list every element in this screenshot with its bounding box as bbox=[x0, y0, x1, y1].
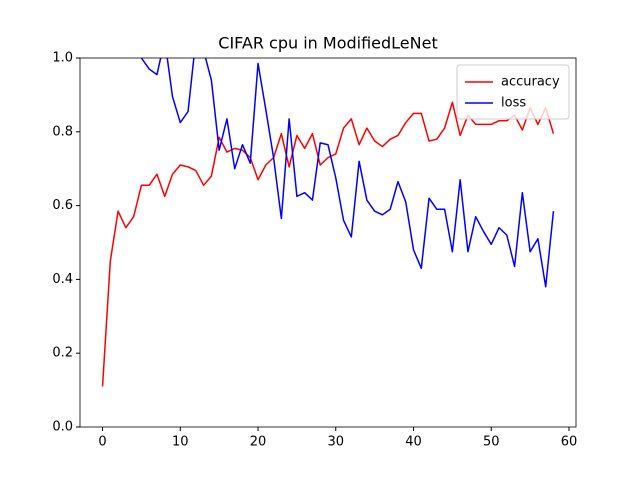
y-tick-label: 0.0 bbox=[52, 420, 73, 435]
x-tick-label: 50 bbox=[483, 435, 500, 450]
axes-frame bbox=[79, 57, 577, 428]
x-tick-label: 0 bbox=[98, 435, 106, 450]
legend-label: loss bbox=[501, 96, 526, 111]
y-tick-label: 0.4 bbox=[52, 272, 73, 287]
legend-box bbox=[456, 64, 570, 120]
legend-label: accuracy bbox=[501, 75, 560, 90]
line-series bbox=[140, 58, 555, 288]
x-tick-label: 40 bbox=[405, 435, 422, 450]
plot-area bbox=[101, 58, 555, 387]
y-tick-label: 0.6 bbox=[52, 198, 73, 213]
y-tick-label: 0.2 bbox=[52, 346, 73, 361]
x-tick-label: 60 bbox=[561, 435, 578, 450]
y-tick-label: 0.8 bbox=[52, 124, 73, 139]
x-tick-label: 20 bbox=[250, 435, 267, 450]
y-tick-label: 1.0 bbox=[52, 51, 73, 66]
x-tick-label: 10 bbox=[172, 435, 189, 450]
chart-title: CIFAR cpu in ModifiedLeNet bbox=[218, 34, 437, 53]
line-series bbox=[101, 101, 555, 387]
x-tick-label: 30 bbox=[328, 435, 345, 450]
